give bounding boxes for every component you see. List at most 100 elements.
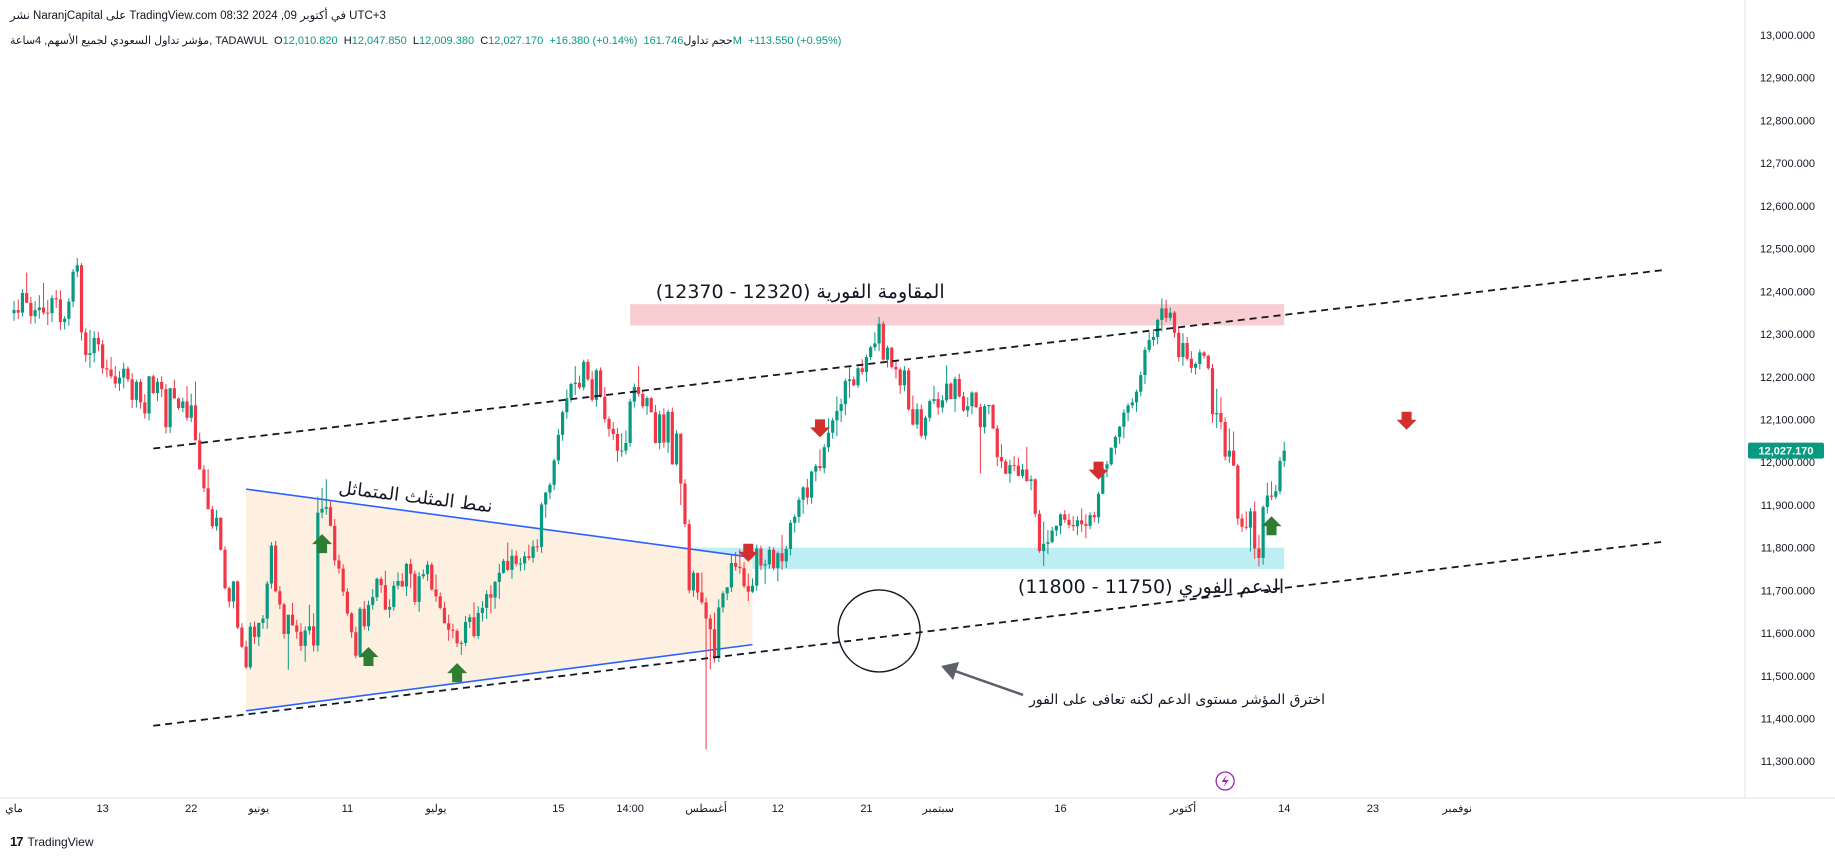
candle-body	[501, 560, 506, 573]
candle-body	[366, 604, 371, 627]
candle-body	[894, 366, 898, 370]
time-tick-label: يونيو	[247, 803, 269, 815]
candle-body	[185, 401, 189, 418]
triangle-upper-line	[245, 488, 753, 559]
support-zone-label: الدعم الفوري (11750 - 11800)	[1018, 576, 1284, 598]
candle-body	[514, 555, 518, 564]
candle-body	[37, 307, 41, 311]
time-tick-label: يوليو	[424, 803, 446, 815]
candle-body	[1278, 460, 1282, 492]
candle-body	[847, 379, 852, 382]
candle-body	[1008, 465, 1012, 474]
candle-body	[176, 398, 181, 408]
candle-body	[983, 406, 987, 428]
candle-body	[240, 627, 244, 647]
candle-body	[598, 370, 603, 397]
down-arrow-icon	[1088, 461, 1109, 480]
candle-body	[96, 337, 100, 345]
candle-body	[961, 396, 966, 411]
candles-layer	[12, 257, 1286, 750]
candle-body	[231, 581, 236, 602]
candle-body	[1050, 530, 1054, 543]
candle-body	[569, 384, 573, 399]
price-tick-label: 12,900.000	[1760, 73, 1815, 85]
candle-body	[852, 379, 856, 386]
candle-body	[953, 378, 957, 399]
candle-body	[999, 457, 1004, 462]
candle-body	[350, 613, 354, 633]
candle-body	[556, 434, 560, 461]
last-price-badge	[1748, 442, 1824, 459]
candle-body	[261, 618, 265, 623]
candle-body	[1088, 515, 1092, 526]
time-tick-label: 21	[860, 803, 872, 815]
candle-body	[746, 586, 750, 592]
time-axis[interactable]: ماي 13 22 يونيو 11 يوليو 15 14:00 أغسطس 12 21 سبتمب…	[5, 801, 1472, 815]
candle-body	[1206, 355, 1210, 369]
symbol-legend[interactable]: مؤشر تداول السعودي لجميع الأسهم, 4ساعة, …	[10, 34, 841, 47]
triangle-lower-line	[245, 643, 753, 712]
candle-body	[20, 293, 25, 313]
candle-body	[738, 566, 742, 569]
candle-body	[312, 626, 316, 646]
candle-body	[1168, 312, 1172, 318]
candle-body	[109, 369, 113, 377]
candle-body	[413, 573, 417, 602]
candle-body	[442, 607, 447, 624]
candle-body	[932, 398, 936, 402]
channel-lower-line	[153, 540, 1665, 727]
candle-body	[586, 361, 590, 380]
candle-body	[219, 517, 223, 550]
candle-body	[476, 613, 480, 637]
candle-body	[759, 548, 763, 566]
candle-body	[772, 549, 776, 569]
time-tick-label: أغسطس	[685, 801, 727, 815]
candle-body	[282, 604, 286, 634]
candle-body	[523, 556, 527, 564]
candle-body	[1113, 436, 1118, 448]
candle-body	[974, 392, 978, 408]
candle-body	[1075, 520, 1080, 527]
candle-body	[1265, 495, 1269, 508]
candle-body	[1236, 465, 1240, 519]
candle-body	[712, 629, 717, 658]
candle-body	[780, 553, 784, 562]
candle-body	[1244, 526, 1248, 528]
change-value: +16.380 (+0.14%)	[549, 35, 638, 47]
candle-body	[734, 563, 738, 567]
candle-body	[485, 594, 489, 608]
volume-change-value: +113.550 (+0.95%)	[748, 35, 842, 47]
candle-body	[890, 347, 894, 367]
candle-body	[1016, 465, 1020, 476]
candle-body	[1219, 413, 1223, 423]
candle-body	[139, 381, 143, 403]
candle-body	[704, 602, 708, 619]
candle-body	[379, 578, 383, 586]
candle-body	[421, 574, 425, 577]
candle-body	[1269, 495, 1274, 497]
candle-body	[155, 381, 160, 393]
price-tick-label: 11,400.000	[1761, 714, 1815, 726]
price-tick-label: 11,300.000	[1761, 756, 1815, 768]
candle-body	[814, 466, 818, 472]
candle-body	[1012, 465, 1016, 467]
candle-body	[835, 410, 839, 421]
candle-body	[1071, 524, 1075, 527]
candle-body	[641, 393, 645, 407]
tradingview-brand[interactable]: 17 TradingView	[10, 834, 94, 849]
candle-body	[1189, 358, 1193, 368]
price-axis[interactable]: 13,000.000 12,900.000 12,800.000 12,700.000…	[1748, 30, 1824, 768]
candle-body	[603, 396, 607, 420]
price-tick-label: 11,600.000	[1761, 628, 1815, 640]
time-tick-label: نوفمبر	[1441, 803, 1472, 815]
candle-body	[898, 369, 902, 386]
candle-body	[468, 617, 472, 622]
candle-body	[877, 323, 881, 344]
candle-body	[784, 548, 788, 562]
candle-body	[46, 312, 50, 314]
candle-body	[957, 378, 961, 397]
candle-body	[869, 347, 873, 358]
candle-body	[404, 563, 409, 587]
chart-grid	[0, 0, 1835, 799]
